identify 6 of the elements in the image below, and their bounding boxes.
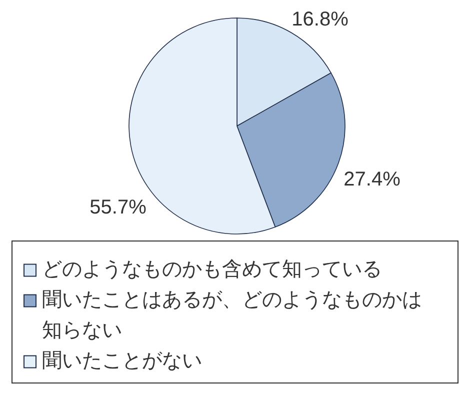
data-label: 55.7%	[90, 196, 147, 218]
data-label: 16.8%	[292, 8, 349, 30]
data-label: 27.4%	[344, 168, 401, 190]
legend-label: 聞いたことがない	[42, 350, 202, 372]
legend-label: 聞いたことはあるが、どのようなものかは知らない	[42, 289, 422, 342]
legend-label: どのようなものかも含めて知っている	[42, 258, 382, 281]
